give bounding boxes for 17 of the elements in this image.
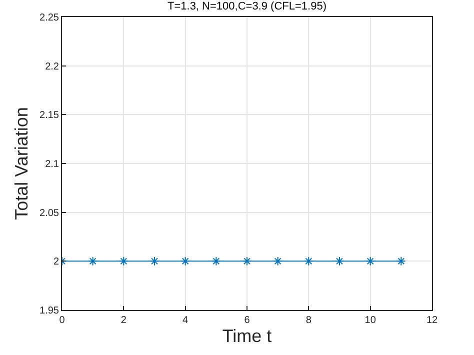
x-tick-label: 10: [364, 315, 376, 326]
y-tick-label: 2.15: [40, 110, 60, 122]
y-tick-label: 2: [53, 256, 60, 268]
x-tick-label: 2: [120, 315, 127, 326]
x-tick-label: 8: [306, 315, 312, 326]
x-axis-title: Time t: [222, 326, 272, 346]
y-tick-label: 1.95: [40, 306, 60, 316]
y-axis-title: Total Variation: [12, 107, 32, 220]
x-tick-label: 4: [182, 315, 189, 326]
y-tick-label: 2.1: [45, 159, 60, 170]
y-tick-label: 2.05: [40, 208, 60, 219]
x-tick-label: 12: [426, 315, 438, 326]
y-tick-label: 2.25: [40, 12, 60, 24]
x-tick-label: 6: [244, 315, 250, 326]
x-tick-label: 0: [59, 315, 66, 326]
y-tick-label: 2.2: [45, 61, 60, 72]
chart-title: T=1.3, N=100,C=3.9 (CFL=1.95): [168, 0, 326, 12]
